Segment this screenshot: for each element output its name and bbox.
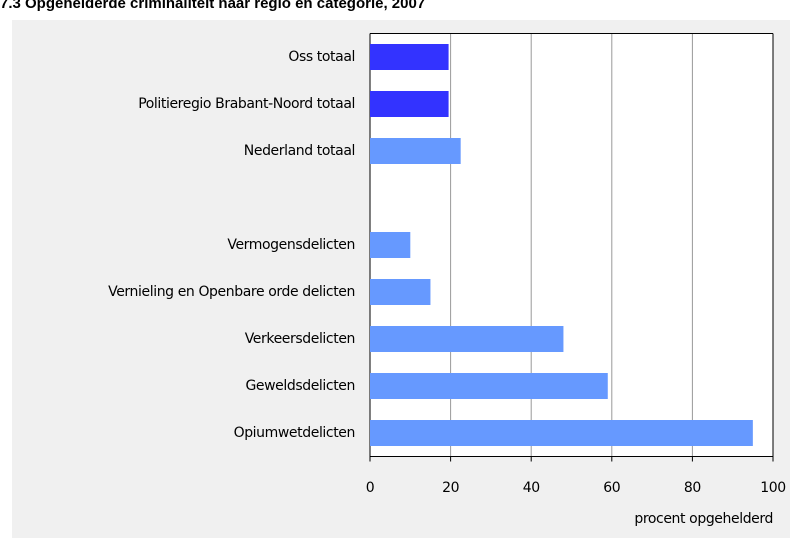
x-tick-label: 40	[523, 480, 540, 496]
y-tick-label: Vermogensdelicten	[227, 237, 355, 253]
y-tick-label: Geweldsdelicten	[245, 378, 355, 394]
y-tick-label: Politieregio Brabant-Noord totaal	[138, 96, 355, 112]
bar	[370, 279, 431, 305]
bar	[370, 232, 411, 258]
chart-title: 7.3 Opgehelderde criminaliteit naar regi…	[0, 0, 425, 12]
y-tick-label: Vernieling en Openbare orde delicten	[108, 284, 355, 300]
bar	[370, 44, 449, 70]
bar	[370, 138, 461, 164]
bar	[370, 91, 449, 117]
bar	[370, 420, 753, 446]
x-tick-label: 0	[366, 480, 375, 496]
x-axis-label: procent opgehelderd	[634, 511, 773, 527]
x-tick-label: 80	[684, 480, 701, 496]
y-tick-label: Opiumwetdelicten	[234, 425, 355, 441]
x-tick-label: 20	[442, 480, 459, 496]
x-tick-label: 60	[603, 480, 620, 496]
bar	[370, 373, 608, 399]
y-tick-label: Verkeersdelicten	[245, 331, 355, 347]
y-tick-label: Nederland totaal	[244, 143, 355, 159]
x-tick-label: 100	[760, 480, 786, 496]
y-tick-label: Oss totaal	[288, 49, 355, 65]
bar	[370, 326, 564, 352]
